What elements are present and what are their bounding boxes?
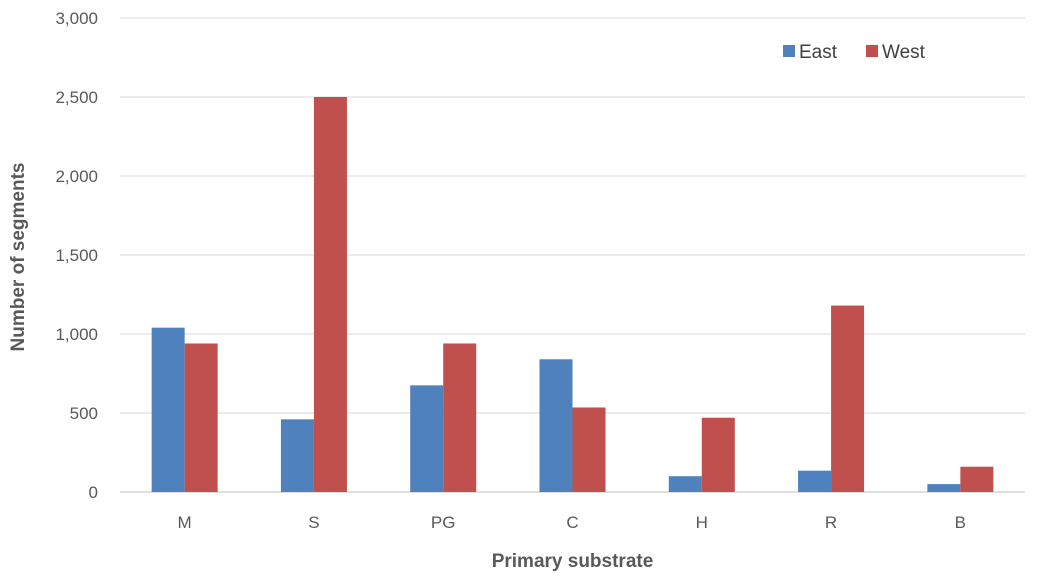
y-tick-label: 1,500	[55, 246, 98, 265]
x-axis-title: Primary substrate	[492, 551, 654, 572]
y-tick-label: 1,000	[55, 325, 98, 344]
x-tick-label: C	[566, 513, 578, 532]
y-tick-labels: 0 500 1,000 1,500 2,000 2,500 3,000	[55, 9, 98, 502]
bar-west-s	[313, 97, 347, 492]
bar-west-b	[960, 466, 994, 492]
bar-east-c	[539, 359, 573, 492]
bar-west-h	[701, 417, 735, 492]
x-tick-label: B	[955, 513, 966, 532]
bar-west-c	[572, 407, 606, 492]
y-tick-label: 2,500	[55, 88, 98, 107]
bar-east-pg	[410, 385, 444, 492]
bar-east-b	[927, 484, 961, 492]
x-tick-labels: M S PG C H R B	[178, 513, 966, 532]
bar-east-r	[798, 470, 832, 492]
gridlines	[120, 17, 1025, 493]
x-tick-label: S	[308, 513, 319, 532]
bar-east-s	[280, 419, 314, 492]
bar-west-pg	[443, 343, 477, 492]
legend: East West	[783, 42, 926, 63]
bar-east-h	[668, 476, 702, 492]
y-tick-label: 0	[89, 483, 98, 502]
legend-swatch-west	[866, 45, 878, 57]
x-tick-label: PG	[431, 513, 456, 532]
bar-west-r	[831, 305, 865, 492]
y-tick-label: 2,000	[55, 167, 98, 186]
bars	[151, 97, 994, 492]
legend-label-east: East	[799, 42, 838, 63]
y-axis-title: Number of segments	[8, 163, 29, 352]
y-tick-label: 500	[70, 404, 98, 423]
bar-east-m	[151, 327, 185, 492]
x-tick-label: H	[696, 513, 708, 532]
legend-swatch-east	[783, 45, 795, 57]
y-tick-label: 3,000	[55, 9, 98, 28]
x-tick-label: R	[825, 513, 837, 532]
x-tick-label: M	[178, 513, 192, 532]
legend-label-west: West	[882, 42, 926, 63]
bar-west-m	[184, 343, 218, 492]
